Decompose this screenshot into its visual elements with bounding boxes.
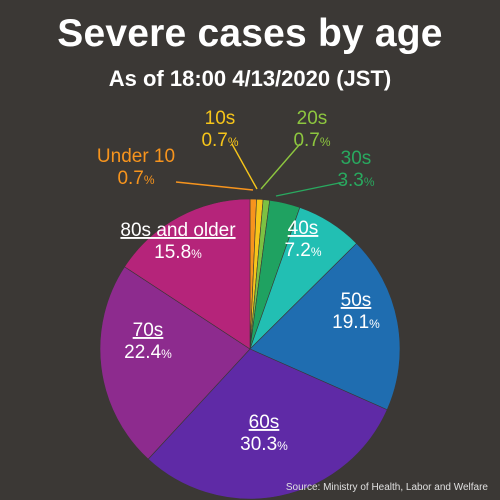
slice-value-30s: 3.3%	[337, 170, 374, 191]
slice-label-20s: 20s	[297, 108, 328, 129]
slice-value-number: 3.3	[337, 170, 363, 191]
pie-slice-80s-and-older	[124, 198, 251, 350]
slice-value-number: 19.1	[332, 312, 369, 333]
slice-label-70s: 70s	[133, 320, 164, 341]
slice-label-60s: 60s	[249, 412, 280, 433]
slice-value-60s: 30.3%	[240, 434, 288, 455]
leader-line-10s	[231, 143, 258, 190]
slice-label-30s: 30s	[341, 148, 372, 169]
slice-value-50s: 19.1%	[332, 312, 380, 333]
slice-label-40s: 40s	[288, 218, 319, 239]
slice-value-unit: %	[277, 439, 288, 453]
leader-line-under-10	[175, 181, 254, 191]
slice-value-number: 0.7	[117, 168, 143, 189]
leader-line-30s	[275, 181, 345, 197]
leader-line-20s	[260, 143, 301, 190]
pie-slices	[99, 198, 401, 500]
slice-value-20s: 0.7%	[293, 130, 330, 151]
slice-label-10s: 10s	[205, 108, 236, 129]
slice-labels: Under 100.7%10s0.7%20s0.7%30s3.3%40s7.2%…	[97, 108, 380, 455]
pie-slice-50s	[249, 243, 401, 411]
slice-value-number: 30.3	[240, 434, 277, 455]
slice-value-under-10: 0.7%	[117, 168, 154, 189]
slice-value-number: 0.7	[293, 130, 319, 151]
slice-value-number: 15.8	[154, 242, 191, 263]
slice-label-80s-and-older: 80s and older	[120, 220, 236, 241]
slice-value-number: 0.7	[201, 130, 227, 151]
slice-value-unit: %	[228, 135, 239, 149]
slice-value-number: 7.2	[284, 240, 310, 261]
chart-subtitle: As of 18:00 4/13/2020 (JST)	[108, 66, 392, 91]
slice-value-unit: %	[311, 245, 322, 259]
slice-value-unit: %	[364, 175, 375, 189]
slice-value-unit: %	[161, 347, 172, 361]
slice-value-80s-and-older: 15.8%	[154, 242, 202, 263]
slice-value-unit: %	[144, 173, 155, 187]
pie-slice-70s	[99, 266, 251, 460]
slice-value-number: 22.4	[124, 342, 161, 363]
slice-label-under-10: Under 10	[97, 146, 175, 167]
leader-lines	[175, 143, 345, 197]
source-note: Source: Ministry of Health, Labor and We…	[285, 482, 488, 493]
slice-value-40s: 7.2%	[284, 240, 321, 261]
slice-value-70s: 22.4%	[124, 342, 172, 363]
slice-value-10s: 0.7%	[201, 130, 238, 151]
slice-value-unit: %	[191, 247, 202, 261]
slice-value-unit: %	[320, 135, 331, 149]
pie-slice-60s	[147, 348, 388, 500]
slice-value-unit: %	[369, 317, 380, 331]
slice-label-50s: 50s	[341, 290, 372, 311]
chart-title: Severe cases by age	[57, 12, 443, 55]
